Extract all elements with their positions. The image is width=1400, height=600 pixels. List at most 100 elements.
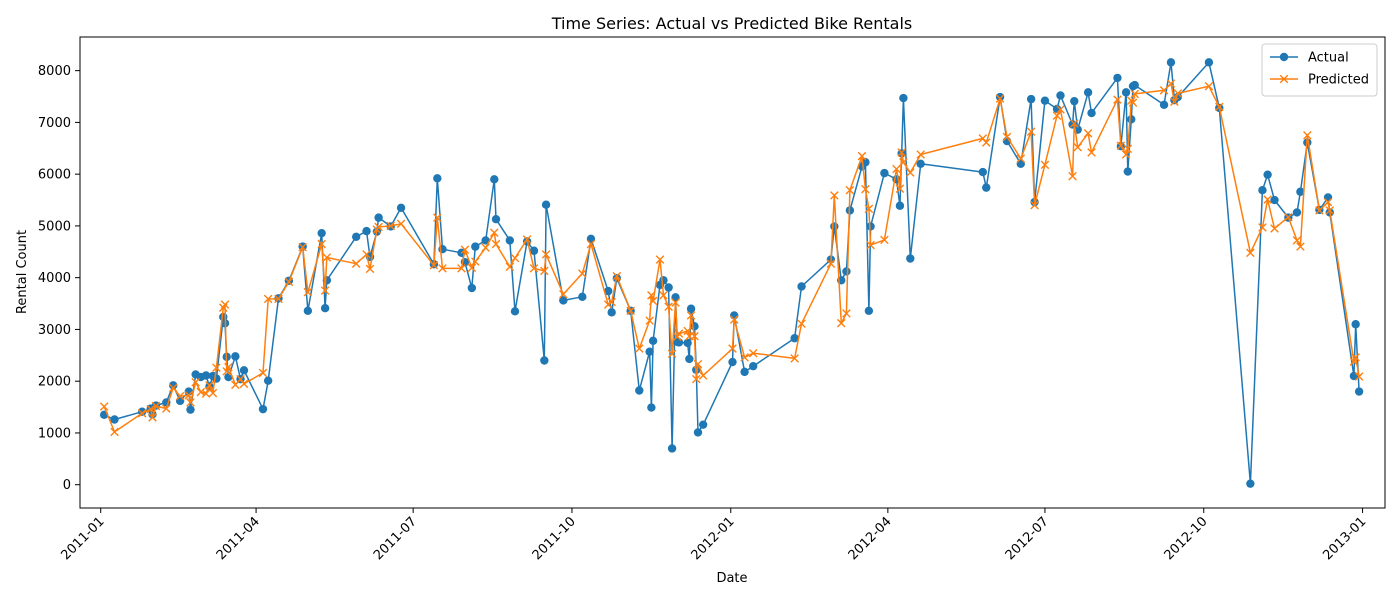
data-point-predicted: [467, 263, 477, 273]
data-point-actual: [635, 386, 644, 395]
data-point-predicted: [1113, 95, 1122, 104]
data-point-actual: [505, 236, 515, 245]
data-point-predicted: [317, 239, 326, 249]
data-point-predicted: [1026, 127, 1036, 137]
data-point-predicted: [1284, 212, 1293, 222]
data-point-actual: [471, 242, 480, 251]
data-point-predicted: [184, 390, 194, 400]
data-point-predicted: [1159, 86, 1169, 95]
data-point-predicted: [842, 309, 851, 318]
data-point-actual: [864, 306, 874, 316]
data-point-actual: [664, 283, 673, 292]
data-point-actual: [362, 226, 371, 236]
data-point-predicted: [1258, 223, 1267, 232]
data-point-predicted: [836, 318, 846, 328]
data-point-predicted: [864, 204, 874, 214]
y-tick-label: 0: [63, 478, 71, 493]
data-point-predicted: [481, 243, 490, 252]
data-point-predicted: [1030, 200, 1039, 210]
data-point-actual: [212, 374, 221, 383]
data-point-predicted: [196, 387, 206, 397]
data-point-predicted: [981, 138, 991, 147]
data-point-predicted: [510, 253, 520, 263]
data-point-predicted: [845, 185, 855, 195]
x-tick-label: 2012-04: [846, 514, 895, 563]
data-point-actual: [1204, 58, 1214, 67]
data-point-actual: [110, 415, 119, 424]
data-point-predicted: [148, 413, 157, 422]
data-point-actual: [797, 282, 806, 291]
y-tick-label: 1000: [38, 426, 71, 441]
data-point-predicted: [1303, 131, 1312, 140]
data-point-actual: [1026, 94, 1036, 104]
data-point-predicted: [1292, 236, 1302, 245]
data-point-actual: [647, 403, 656, 412]
data-point-predicted: [1056, 105, 1065, 114]
data-point-actual: [830, 222, 839, 231]
legend-label-actual: Actual: [1308, 51, 1349, 66]
data-point-predicted: [320, 286, 330, 295]
data-point-predicted: [137, 408, 147, 418]
data-point-actual: [1121, 88, 1131, 97]
data-point-actual: [351, 232, 361, 241]
data-point-predicted: [612, 271, 622, 281]
data-point-actual: [320, 304, 330, 313]
data-point-predicted: [1214, 102, 1224, 112]
y-tick-label: 5000: [38, 219, 71, 234]
y-tick-label: 8000: [38, 64, 71, 79]
data-point-predicted: [522, 235, 532, 244]
data-point-predicted: [1315, 206, 1324, 215]
data-point-predicted: [239, 379, 249, 389]
data-point-actual: [728, 357, 737, 367]
data-point-actual: [690, 322, 699, 331]
data-point-predicted: [559, 289, 568, 299]
data-point-predicted: [1323, 197, 1333, 207]
x-tick-label: 2012-07: [1003, 514, 1052, 563]
data-point-actual: [175, 396, 185, 406]
data-point-actual: [667, 444, 677, 453]
data-point-predicted: [797, 319, 806, 329]
data-point-predicted: [162, 404, 171, 413]
y-tick-label: 2000: [38, 375, 71, 390]
data-point-predicted: [491, 239, 501, 249]
data-point-actual: [842, 267, 851, 276]
data-point-predicted: [374, 222, 383, 232]
data-point-actual: [1113, 73, 1122, 83]
data-point-predicted: [298, 242, 307, 252]
data-point-actual: [396, 203, 406, 213]
data-point-predicted: [540, 266, 549, 276]
data-point-predicted: [205, 381, 214, 390]
data-point-actual: [374, 213, 383, 222]
data-point-actual: [467, 283, 477, 293]
data-point-predicted: [645, 316, 654, 325]
data-point-actual: [1270, 195, 1279, 205]
chart-title: Time Series: Actual vs Predicted Bike Re…: [551, 14, 913, 33]
data-point-predicted: [236, 374, 245, 384]
data-point-predicted: [664, 302, 673, 311]
data-point-actual: [880, 168, 889, 178]
data-point-predicted: [1325, 206, 1335, 215]
data-point-predicted: [659, 290, 668, 300]
data-point-predicted: [691, 374, 701, 384]
data-point-predicted: [648, 296, 658, 306]
data-point-actual: [899, 93, 908, 103]
data-point-predicted: [386, 221, 396, 231]
data-point-predicted: [647, 290, 656, 300]
data-point-predicted: [365, 264, 375, 274]
data-point-actual: [683, 338, 692, 348]
data-point-predicted: [830, 191, 839, 200]
data-point-predicted: [99, 402, 109, 411]
data-point-predicted: [541, 250, 551, 259]
data-point-predicted: [186, 398, 195, 407]
data-point-actual: [578, 292, 587, 302]
data-point-predicted: [146, 404, 156, 414]
data-point-predicted: [1052, 111, 1062, 120]
data-point-predicted: [433, 213, 442, 222]
x-tick-label: 2011-10: [530, 514, 579, 563]
data-point-predicted: [899, 157, 908, 167]
data-point-predicted: [1068, 171, 1077, 181]
data-point-predicted: [191, 377, 200, 387]
data-point-actual: [239, 366, 249, 375]
data-point-predicted: [1173, 89, 1183, 98]
